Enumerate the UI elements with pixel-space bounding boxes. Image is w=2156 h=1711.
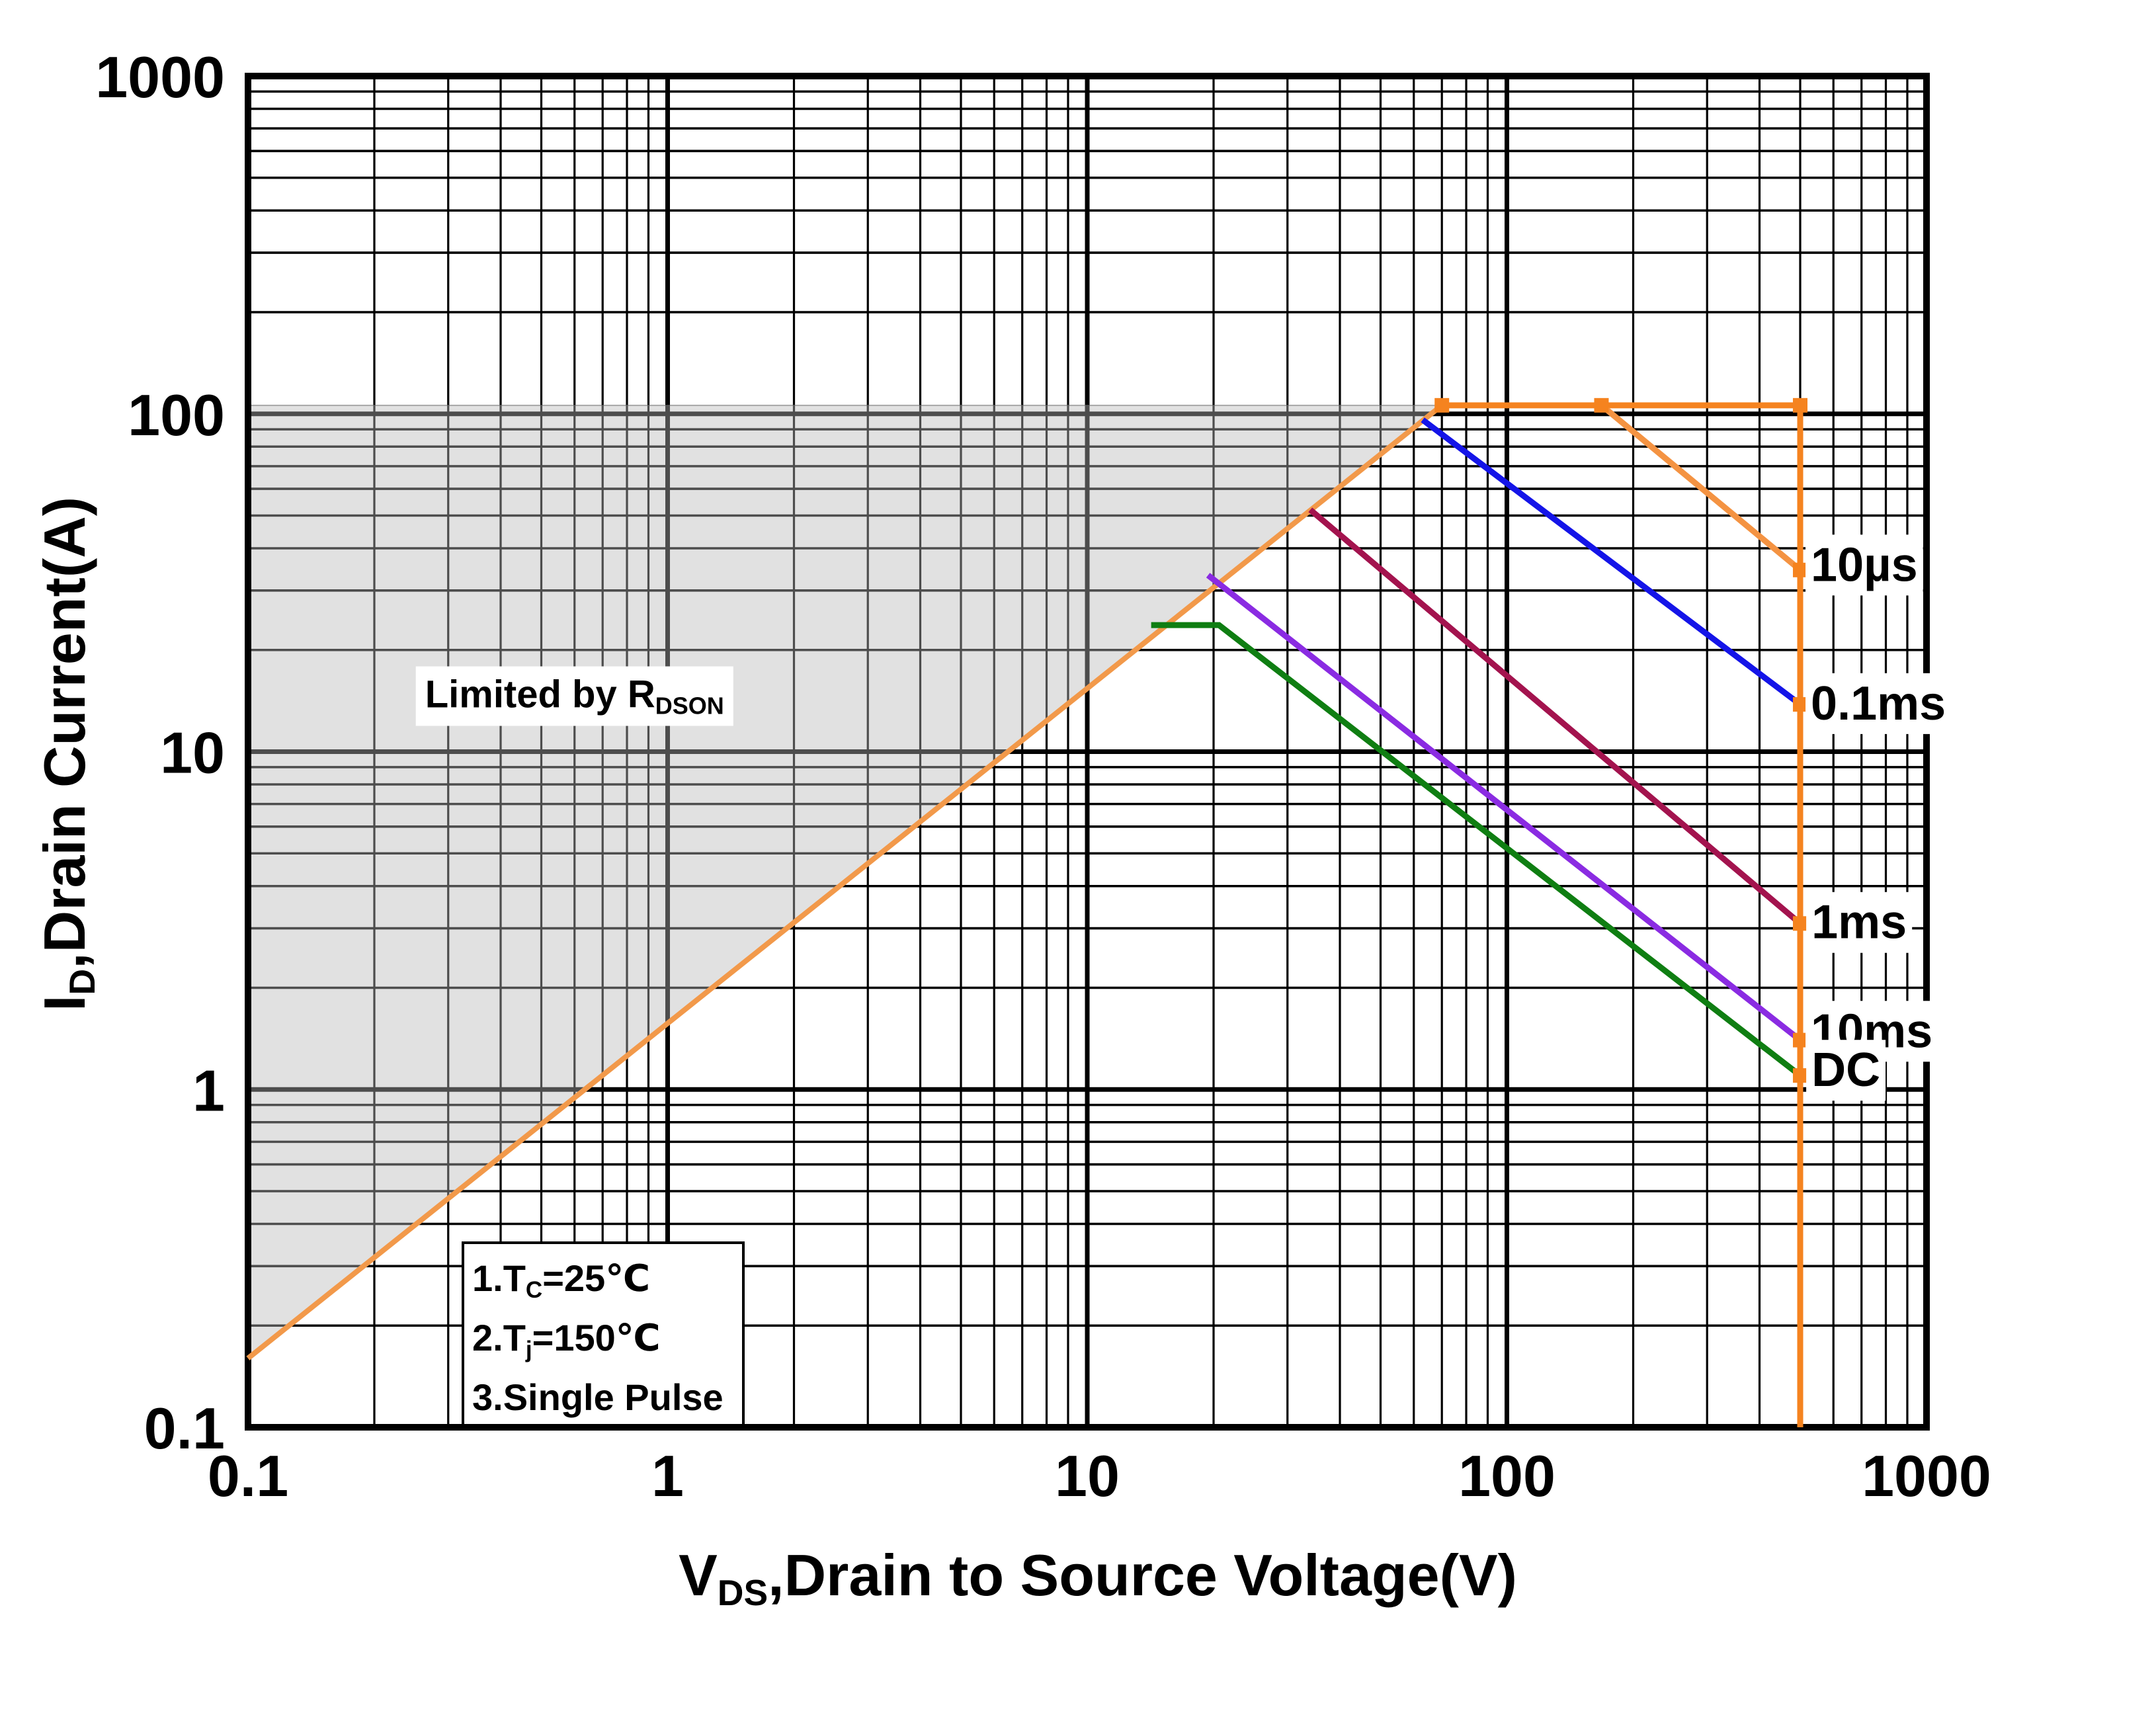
x-tick-1000: 1000 — [1862, 1443, 1991, 1509]
y-tick-100: 100 — [128, 382, 225, 448]
x-tick-1: 1 — [651, 1443, 684, 1509]
x-axis-title: VDS,Drain to Source Voltage(V) — [679, 1542, 1517, 1613]
curve-label-10µs: 10µs — [1811, 538, 1918, 591]
marker-6 — [1792, 1032, 1807, 1048]
note-line-3: 3.Single Pulse — [472, 1376, 724, 1418]
note-line-2: 2.Tj=150℃ — [472, 1317, 661, 1362]
curve-soa-dc — [1151, 622, 1802, 1078]
marker-0 — [1434, 397, 1450, 413]
curve-label-0.1ms: 0.1ms — [1811, 677, 1946, 730]
region-label: Limited by RDSON — [425, 673, 724, 720]
curve-label-bg — [1806, 1040, 1886, 1101]
marker-1 — [1594, 397, 1609, 413]
curve-label-bg — [1805, 534, 1923, 596]
curve-soa-0p1ms — [1421, 417, 1802, 707]
note-line-1: 1.TC=25℃ — [472, 1257, 650, 1303]
y-tick-10: 10 — [160, 720, 225, 786]
curve-label-bg — [1805, 673, 1952, 734]
y-tick-1000: 1000 — [95, 44, 225, 110]
curve-rdson-limit-line — [246, 403, 1444, 1360]
curve-label-bg — [1806, 892, 1913, 953]
marker-3 — [1792, 562, 1807, 577]
y-axis-title: ID,Drain Current(A) — [32, 497, 103, 1011]
y-tick-0.1: 0.1 — [144, 1396, 225, 1461]
x-tick-100: 100 — [1458, 1443, 1555, 1509]
x-tick-10: 10 — [1055, 1443, 1120, 1509]
curve-label-1ms: 1ms — [1811, 896, 1907, 949]
curve-soa-10ms — [1206, 573, 1802, 1043]
notes-box — [462, 1241, 745, 1427]
marker-7 — [1792, 1068, 1807, 1083]
marker-2 — [1792, 397, 1807, 413]
y-tick-1: 1 — [192, 1058, 225, 1123]
curve-label-DC: DC — [1811, 1044, 1880, 1097]
x-tick-0.1: 0.1 — [208, 1443, 288, 1509]
curve-soa-10us-thermal — [1599, 403, 1802, 573]
curve-soa-1ms — [1308, 507, 1802, 926]
marker-4 — [1792, 697, 1807, 712]
region-label-bg — [415, 666, 733, 726]
marker-5 — [1792, 916, 1807, 931]
plot-frame — [245, 73, 1930, 1431]
